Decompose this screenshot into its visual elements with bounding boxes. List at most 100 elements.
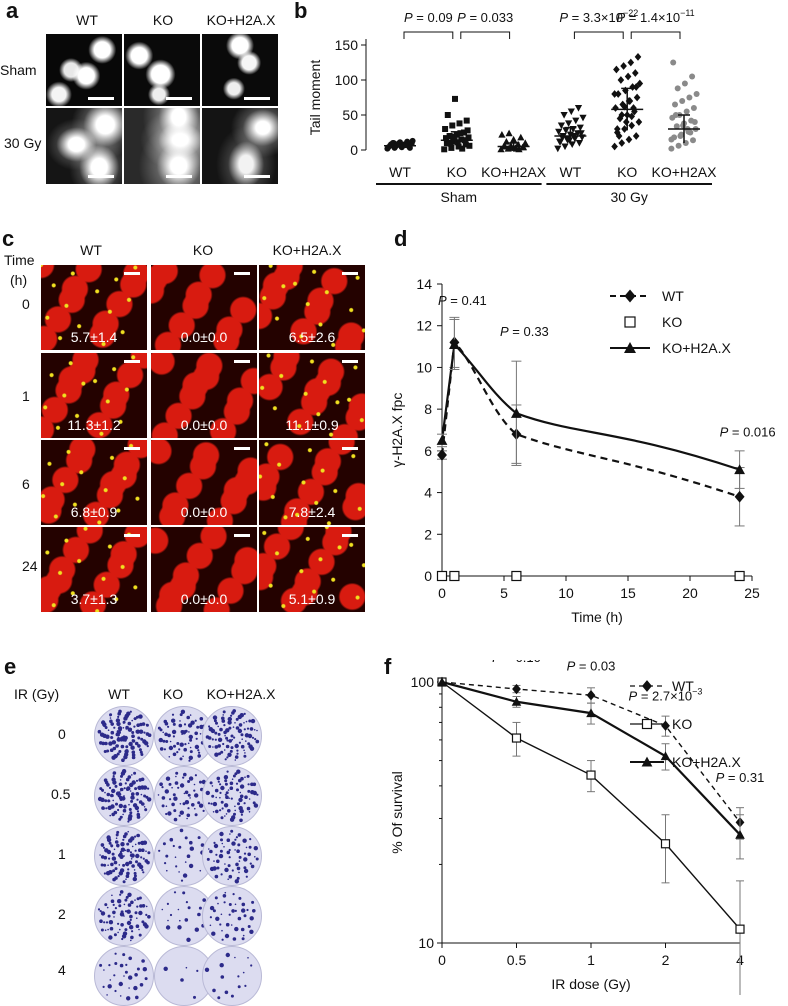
comet-image-koh2ax-sham — [202, 34, 278, 106]
panel-e-label: e — [4, 654, 17, 679]
series-line — [440, 342, 740, 471]
data-point — [618, 111, 626, 119]
x-tick-label: 0 — [438, 585, 446, 601]
data-point — [390, 140, 397, 146]
scale-bar — [342, 272, 358, 275]
data-point — [444, 112, 451, 118]
panel-e-dose-4: 4 — [58, 962, 66, 978]
group-label: Sham — [441, 189, 478, 205]
scale-bar — [234, 447, 250, 450]
colony-plate — [202, 946, 262, 1006]
x-category-label: WT — [389, 164, 411, 180]
confocal-image: 11.3±1.2 — [41, 353, 147, 438]
foci-count-label: 5.1±0.9 — [288, 591, 336, 607]
x-axis-label: Time (h) — [571, 609, 623, 625]
comet-image-koh2ax-30gy — [202, 108, 278, 184]
panel-c-label: c — [2, 226, 15, 251]
y-tick-label: 4 — [424, 485, 432, 501]
legend-label: WT — [672, 678, 694, 694]
data-point — [456, 120, 463, 127]
foci-count-label: 3.7±1.3 — [70, 591, 118, 607]
panel-a-row-sham: Sham — [0, 62, 37, 78]
foci-count-label: 6.8±0.9 — [70, 504, 118, 520]
panel-c-time-0: 0 — [22, 296, 30, 312]
data-point — [680, 122, 687, 129]
panel-e-dose-2: 2 — [58, 906, 66, 922]
legend-marker — [641, 756, 653, 767]
panel-e-col-koh2ax: KO+H2A.X — [206, 686, 276, 702]
data-point — [735, 829, 745, 839]
data-point — [436, 435, 448, 445]
scale-bar — [166, 97, 192, 100]
colony-plate — [94, 766, 154, 826]
confocal-image: 11.1±0.9 — [259, 353, 365, 438]
scale-bar — [342, 534, 358, 537]
colony-plate — [202, 886, 262, 946]
colony-plate — [94, 886, 154, 946]
data-point — [660, 751, 671, 761]
y-tick-label: 100 — [411, 674, 435, 690]
panel-c-time-6: 6 — [22, 476, 30, 492]
x-tick-label: 10 — [558, 585, 574, 601]
legend-marker — [624, 289, 636, 303]
foci-count-label: 5.7±1.4 — [70, 329, 118, 345]
data-point — [614, 90, 622, 98]
data-point — [661, 720, 670, 731]
data-point — [734, 490, 745, 503]
data-point — [449, 122, 456, 129]
data-point — [560, 112, 568, 119]
panel-a-row-30gy: 30 Gy — [4, 135, 42, 151]
data-point — [679, 98, 686, 104]
data-point — [618, 139, 626, 147]
panel-e-dose-0.5: 0.5 — [51, 786, 71, 802]
legend-label: KO+H2A.X — [672, 754, 742, 770]
colony-plate — [202, 706, 262, 766]
panel-e-dose-0: 0 — [58, 726, 66, 742]
data-point — [577, 130, 585, 137]
panel-e-col-wt: WT — [108, 686, 130, 702]
legend-marker — [641, 718, 653, 730]
y-tick-label: 14 — [416, 276, 432, 292]
colony-plate — [94, 946, 154, 1006]
y-axis-label: γ-H2A.X fpc — [389, 393, 405, 468]
y-tick-label: 150 — [335, 37, 359, 53]
y-tick-label: 100 — [335, 72, 359, 88]
data-point — [623, 118, 630, 126]
panel-c-col-wt: WT — [80, 242, 102, 258]
y-tick-label: 0 — [424, 568, 432, 584]
data-point — [554, 145, 562, 153]
data-point — [515, 145, 523, 153]
scale-bar — [88, 175, 114, 178]
data-point — [734, 464, 745, 475]
y-tick-label: 6 — [424, 443, 432, 459]
data-point — [505, 129, 513, 137]
scale-bar — [342, 360, 358, 363]
colony-plate — [94, 826, 154, 886]
data-point — [461, 129, 467, 136]
y-tick-label: 10 — [416, 359, 432, 375]
data-point — [451, 138, 458, 145]
y-tick-label: 50 — [342, 107, 358, 123]
data-point — [449, 570, 460, 582]
scale-bar — [166, 175, 192, 178]
data-point — [510, 135, 518, 143]
data-point — [683, 108, 690, 115]
x-category-label: KO+H2AX — [652, 164, 718, 180]
foci-count-label: 0.0±0.0 — [180, 417, 228, 433]
x-tick-label: 5 — [500, 585, 508, 601]
data-point — [611, 142, 618, 151]
legend-label: KO — [662, 314, 682, 330]
data-point — [576, 124, 584, 132]
data-point — [448, 144, 455, 151]
y-axis-label: Tail moment — [307, 60, 323, 136]
p-value-label: P = 0.033 — [457, 10, 513, 25]
legend-label: KO — [672, 716, 692, 732]
panel-c-unit-label: (h) — [10, 272, 28, 288]
data-point — [690, 105, 697, 111]
p-value-label: P = 3.3×10−22 — [559, 8, 638, 25]
tail-moment-chart: 0 50 100 150 Tail moment WT KO KO+H2AX WT KO KO+H2… — [307, 8, 718, 205]
gamma-h2ax-time-chart: 0 2 4 6 8 10 12 14 0 5 10 15 20 25 γ-H2A.X fpc Time (h)… — [389, 276, 776, 625]
confocal-image: 0.0±0.0 — [151, 265, 257, 350]
data-point — [632, 132, 640, 140]
data-point — [693, 91, 700, 97]
